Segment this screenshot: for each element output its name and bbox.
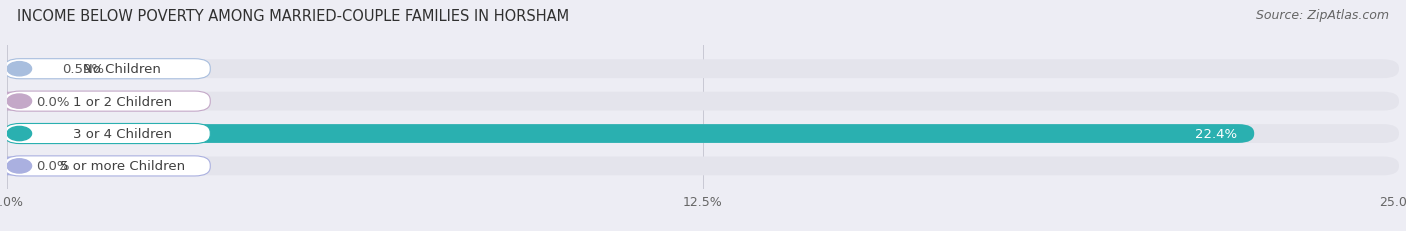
Text: 0.0%: 0.0% (37, 160, 69, 173)
Circle shape (7, 159, 31, 173)
Text: 0.59%: 0.59% (62, 63, 104, 76)
Text: 1 or 2 Children: 1 or 2 Children (73, 95, 172, 108)
FancyBboxPatch shape (7, 125, 1399, 143)
FancyBboxPatch shape (7, 60, 1399, 79)
FancyBboxPatch shape (4, 156, 211, 176)
Text: Source: ZipAtlas.com: Source: ZipAtlas.com (1256, 9, 1389, 22)
Text: 0.0%: 0.0% (37, 95, 69, 108)
Circle shape (7, 94, 31, 109)
FancyBboxPatch shape (7, 125, 1254, 143)
FancyBboxPatch shape (4, 124, 211, 144)
Text: INCOME BELOW POVERTY AMONG MARRIED-COUPLE FAMILIES IN HORSHAM: INCOME BELOW POVERTY AMONG MARRIED-COUPL… (17, 9, 569, 24)
Circle shape (7, 62, 31, 76)
Text: 5 or more Children: 5 or more Children (60, 160, 186, 173)
Circle shape (7, 127, 31, 141)
Text: 3 or 4 Children: 3 or 4 Children (73, 128, 172, 140)
FancyBboxPatch shape (7, 92, 1399, 111)
FancyBboxPatch shape (0, 92, 22, 111)
Text: No Children: No Children (83, 63, 162, 76)
Text: 22.4%: 22.4% (1195, 128, 1237, 140)
FancyBboxPatch shape (0, 157, 22, 176)
FancyBboxPatch shape (4, 92, 211, 112)
FancyBboxPatch shape (7, 60, 39, 79)
FancyBboxPatch shape (4, 59, 211, 79)
FancyBboxPatch shape (7, 157, 1399, 176)
